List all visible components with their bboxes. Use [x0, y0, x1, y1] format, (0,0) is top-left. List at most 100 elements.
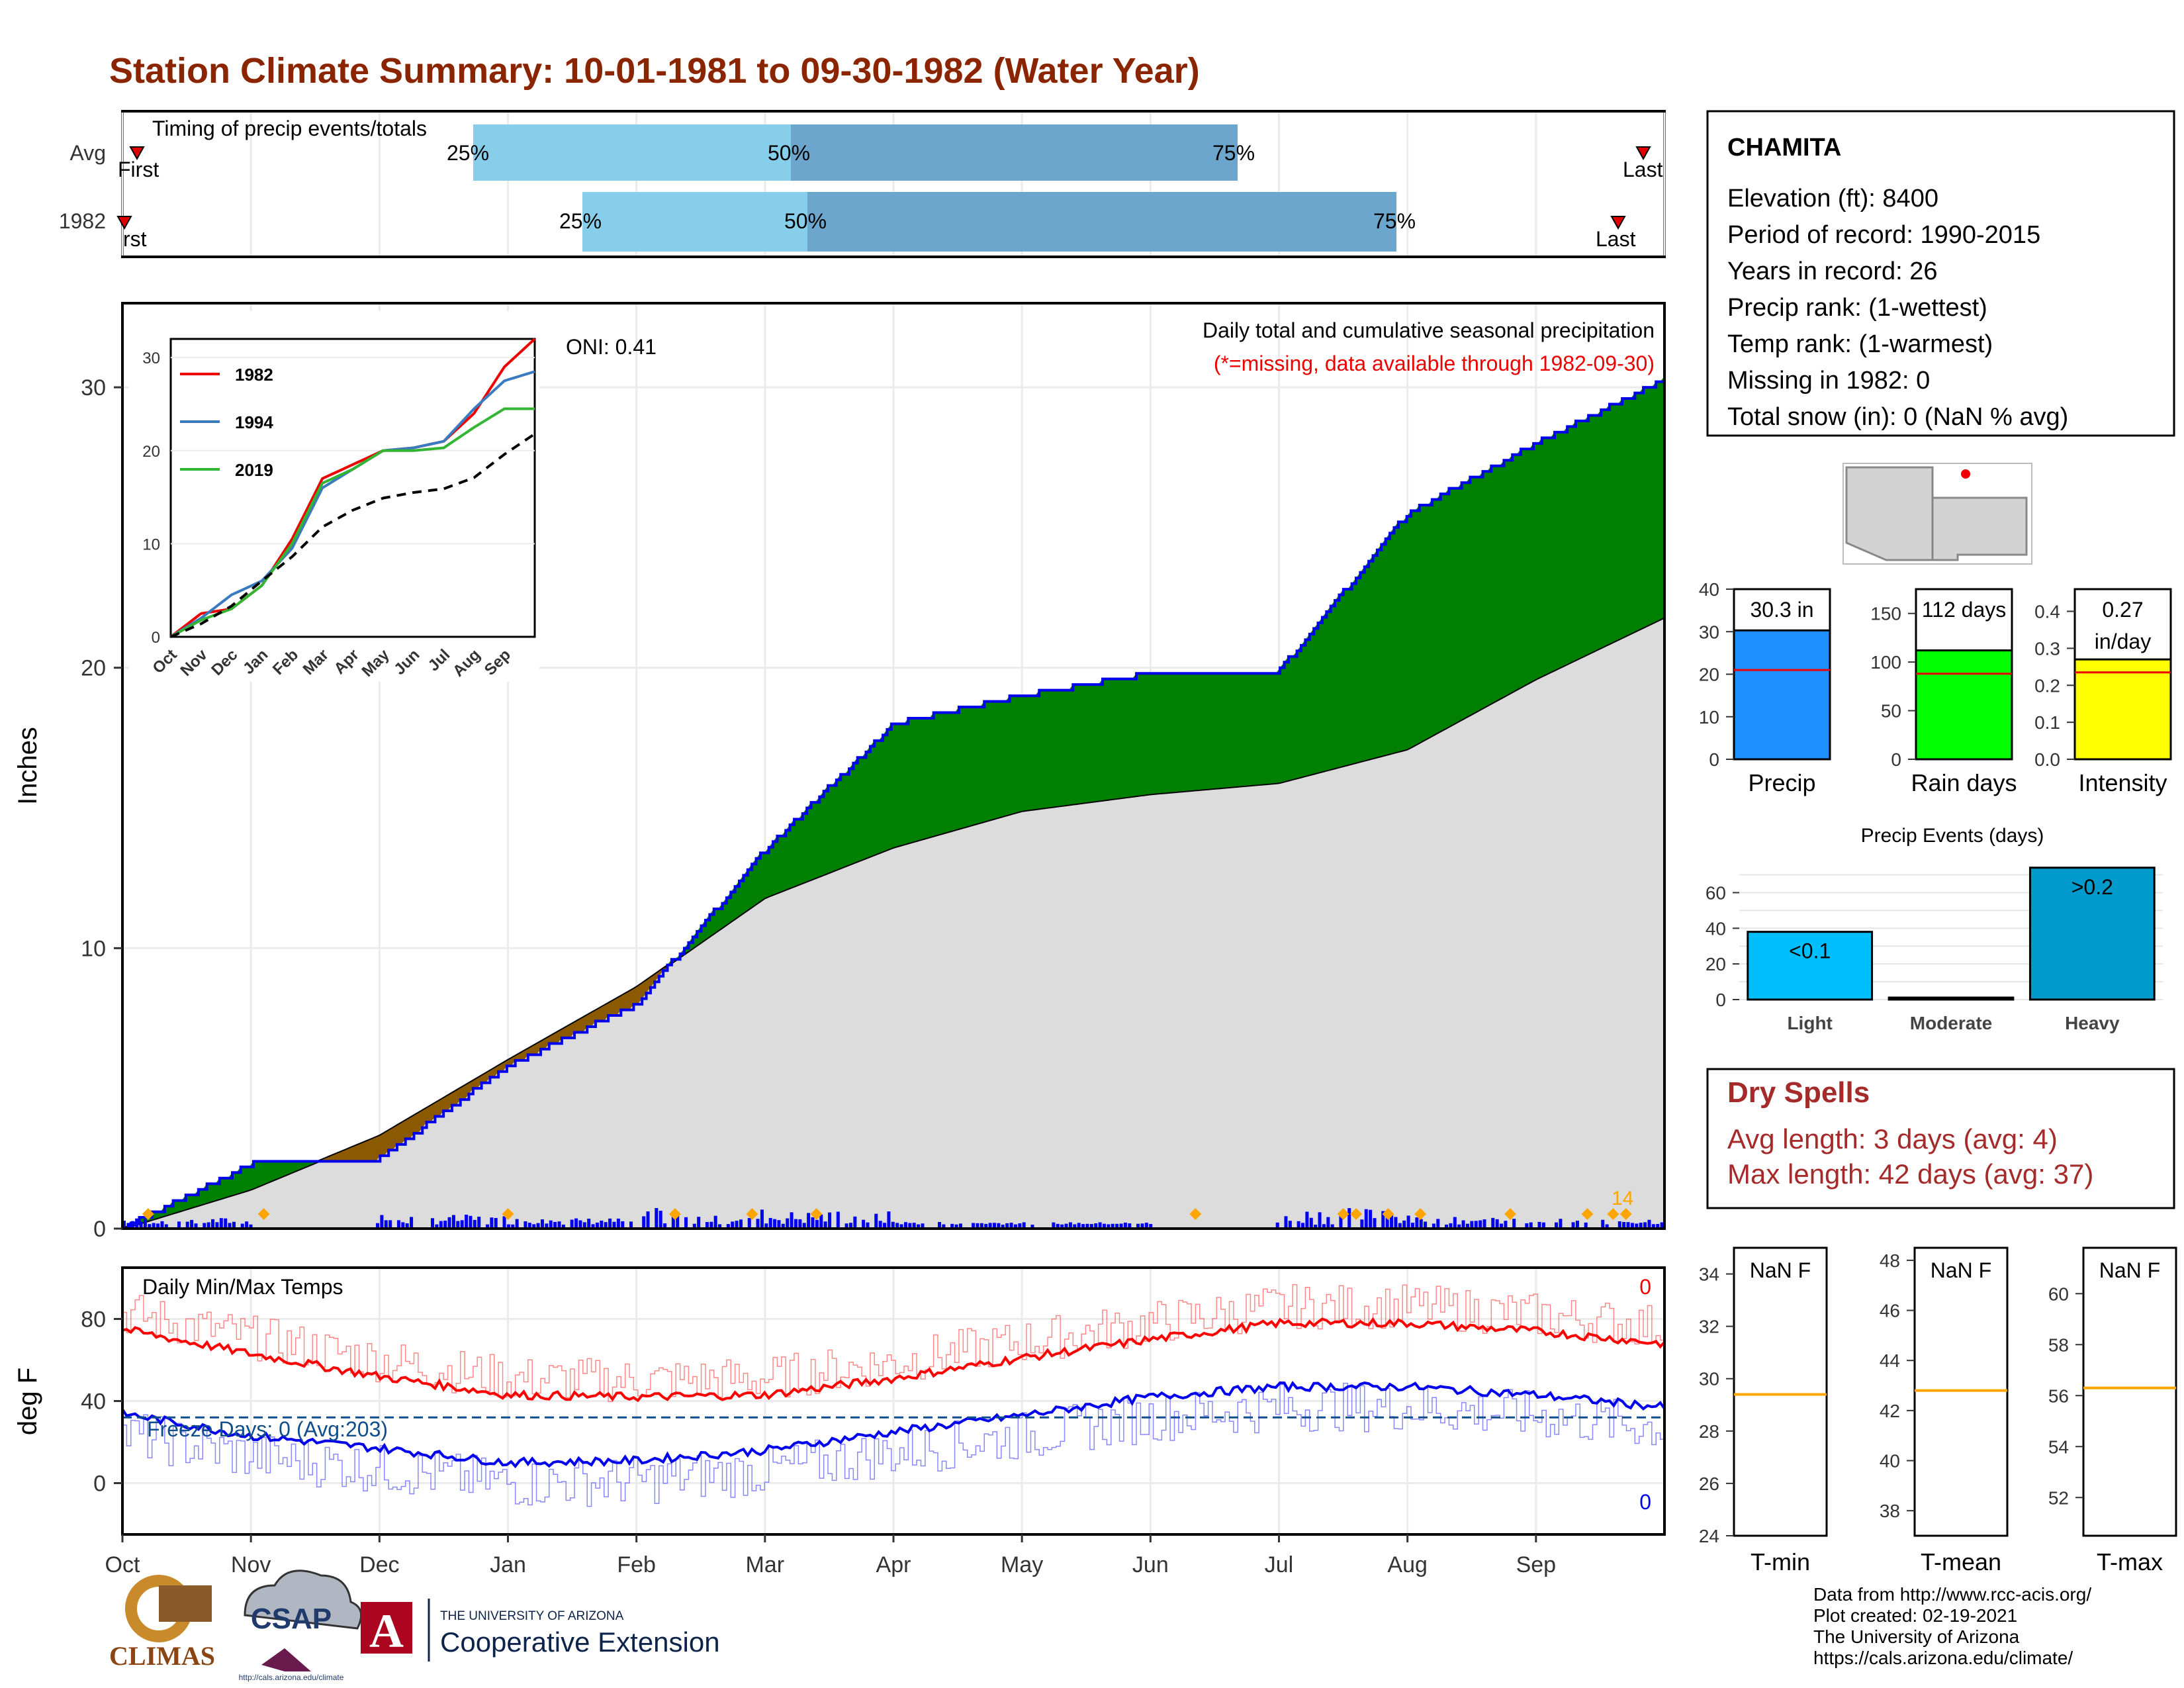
daily-precip-bar	[1398, 1223, 1402, 1229]
daily-precip-bar	[1479, 1220, 1482, 1229]
daily-precip-bar	[219, 1218, 223, 1229]
daily-precip-bar	[460, 1220, 464, 1229]
temp-box-label: T-mean	[1921, 1548, 2001, 1575]
daily-precip-bar	[768, 1217, 772, 1229]
temp-box-ytick: 26	[1699, 1474, 1719, 1494]
daily-precip-bar	[815, 1219, 819, 1229]
daily-precip-bar	[1309, 1217, 1313, 1229]
temp-box-frame	[2082, 1246, 2177, 1537]
missing-marker-icon	[502, 1208, 514, 1220]
daily-precip-bar	[798, 1219, 802, 1229]
daily-precip-bar	[984, 1223, 988, 1229]
daily-precip-bar	[536, 1223, 540, 1229]
daily-precip-bar	[1432, 1223, 1435, 1229]
daily-precip-bar	[1453, 1217, 1457, 1229]
precip-ytick: 30	[81, 375, 106, 400]
mini-bar-label: Precip	[1748, 769, 1815, 796]
missing-marker-icon	[1350, 1208, 1362, 1220]
daily-precip-bar	[152, 1223, 156, 1229]
daily-precip-bar	[676, 1211, 680, 1229]
daily-precip-bar	[1635, 1223, 1639, 1229]
temp-box-ytick: 42	[1880, 1401, 1900, 1421]
mountain-icon	[261, 1648, 311, 1671]
daily-precip-bar	[126, 1223, 130, 1229]
daily-precip-bar	[1457, 1224, 1461, 1229]
daily-precip-bar	[164, 1224, 168, 1229]
daily-precip-bar	[206, 1222, 210, 1229]
temp-box-ytick: 52	[2048, 1487, 2069, 1508]
daily-precip-bar	[1102, 1223, 1106, 1229]
daily-precip-bar	[1512, 1219, 1516, 1229]
daily-precip-bar	[194, 1223, 198, 1229]
daily-precip-bar	[401, 1222, 405, 1229]
temp-ytick: 0	[93, 1472, 106, 1497]
footer-line: https://cals.arizona.edu/climate/	[1813, 1648, 2073, 1668]
temp-box-frame	[1733, 1246, 1828, 1537]
missing-marker-icon	[1581, 1208, 1594, 1220]
daily-precip-bar	[731, 1221, 735, 1229]
station-location-icon	[1961, 469, 1970, 479]
temp-grid	[121, 1269, 1666, 1533]
daily-precip-bar	[228, 1223, 232, 1229]
missing-marker-icon	[668, 1208, 681, 1220]
daily-precip-bar	[1559, 1219, 1563, 1229]
daily-precip-bar	[823, 1221, 827, 1229]
daily-precip-bar	[705, 1222, 709, 1229]
cumulative-precip-line	[122, 376, 1666, 1230]
station-name: CHAMITA	[1727, 134, 1841, 162]
temp-ylabel: deg F	[13, 1368, 42, 1435]
daily-precip-bar	[1402, 1220, 1406, 1229]
timing-1982-75: 75%	[1373, 209, 1416, 233]
daily-precip-bar	[1005, 1223, 1009, 1229]
daily-precip-bar	[988, 1223, 992, 1229]
daily-precip-bar	[862, 1219, 866, 1229]
daily-precip-bar	[578, 1220, 582, 1229]
temp-box-ytick: 46	[1880, 1301, 1900, 1321]
climas-block-icon	[159, 1585, 212, 1622]
temp-ytick: 80	[81, 1307, 106, 1333]
daily-precip-bar	[1415, 1217, 1419, 1229]
daily-precip-bar	[1390, 1213, 1394, 1229]
daily-precip-bar	[506, 1224, 510, 1229]
daily-precip-bar	[612, 1221, 616, 1229]
inset-chart: 1982199420190102030OctNovDecJanFebMarApr…	[129, 311, 539, 682]
climas-label: CLIMAS	[109, 1641, 215, 1671]
daily-precip-bar	[130, 1221, 134, 1229]
daily-precip-bar	[1107, 1224, 1111, 1229]
inset-ytick: 10	[142, 536, 160, 553]
daily-precip-bar	[1098, 1222, 1102, 1229]
ua-big-label: Cooperative Extension	[440, 1626, 720, 1658]
daily-precip-bar	[1529, 1222, 1533, 1229]
daily-precip-bar	[473, 1219, 477, 1229]
missing-marker-icon	[1382, 1208, 1394, 1220]
events-ytick: 20	[1706, 954, 1726, 974]
inset-series-line	[170, 407, 535, 638]
event-category: Light	[1787, 1013, 1832, 1033]
daily-precip-bar	[384, 1220, 388, 1229]
missing-marker-icon	[142, 1208, 154, 1220]
temp-panel: Daily Min/Max Temps Freeze Days: 0 (Avg:…	[13, 1266, 1666, 1536]
daily-precip-bar	[1060, 1224, 1064, 1229]
daily-precip-bar	[938, 1222, 942, 1229]
daily-precip-bar	[177, 1221, 181, 1229]
daily-precip-bar	[1575, 1221, 1579, 1229]
station-line: Precip rank: (1-wettest)	[1727, 294, 1987, 322]
mini-bar-value: 30.3 in	[1750, 598, 1813, 622]
surplus-fill	[122, 376, 1664, 1229]
daily-precip-bar	[1149, 1224, 1153, 1229]
daily-precip-bar	[608, 1218, 612, 1229]
station-lines: Elevation (ft): 8400 Period of record: 19…	[1727, 185, 2068, 431]
daily-precip-bar	[1081, 1224, 1085, 1229]
daily-precip-bar	[1073, 1224, 1077, 1229]
daily-precip-bar	[1009, 1223, 1013, 1229]
daily-precip-bar	[997, 1223, 1001, 1229]
daily-precip-bar	[527, 1223, 531, 1229]
daily-precip-bar	[582, 1222, 586, 1229]
daily-precip-bar	[655, 1207, 659, 1229]
daily-precip-bar	[908, 1223, 912, 1229]
precip-ylabel: Inches	[13, 727, 42, 805]
daily-precip-bar	[1436, 1219, 1440, 1229]
dry-spells-box: Dry Spells Avg length: 3 days (avg: 4) M…	[1706, 1068, 2175, 1209]
daily-precip-bar	[1089, 1224, 1093, 1229]
